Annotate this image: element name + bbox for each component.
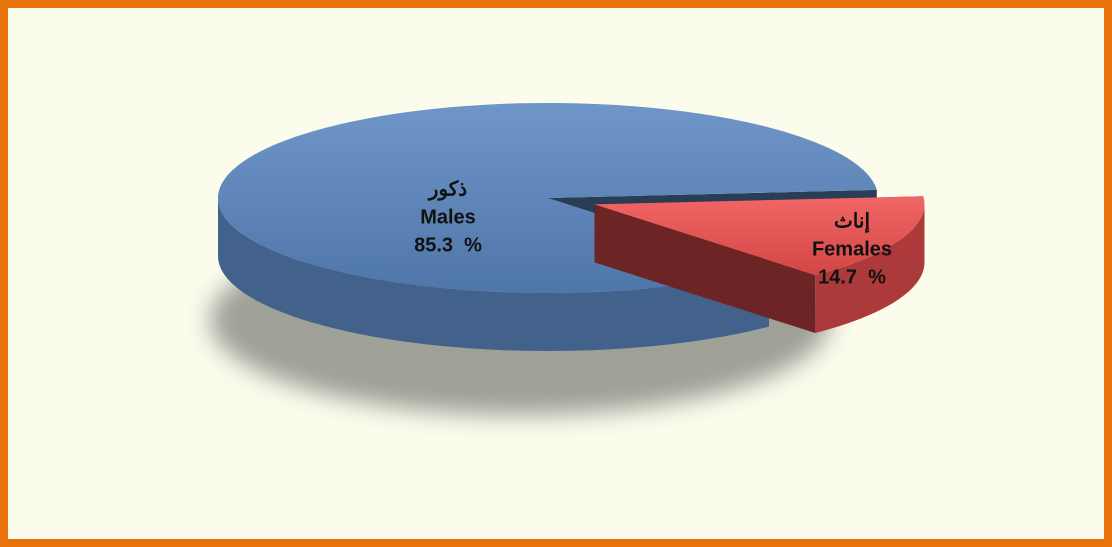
slice-gloss: [594, 196, 925, 276]
slice-gloss: [217, 103, 877, 294]
slice-label-ar: إناث: [834, 210, 870, 233]
slice-label-ar: ذكور: [427, 178, 468, 201]
slice-value-label: 85.3 %: [414, 234, 482, 256]
slice-side: [218, 198, 769, 351]
slice-value-label: 14.7 %: [818, 266, 886, 288]
slice-label: Males: [420, 206, 476, 228]
slice-side: [815, 204, 925, 333]
slice-label: Females: [812, 238, 892, 260]
slice-wall: [594, 204, 816, 333]
